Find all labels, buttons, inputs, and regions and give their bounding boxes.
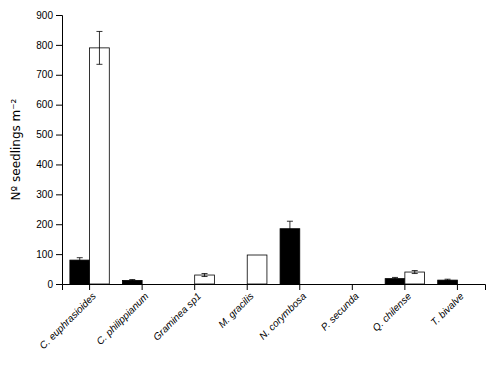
y-tick-label: 100	[36, 249, 53, 260]
error-bar-line	[77, 258, 83, 263]
x-tick-label: M. gracilis	[216, 290, 256, 330]
error-bar	[202, 274, 208, 277]
error-bar-line	[445, 279, 451, 281]
y-tick: 200	[36, 219, 62, 230]
y-tick-mark	[56, 224, 62, 225]
error-bar-line	[96, 31, 102, 64]
bar	[457, 284, 477, 285]
bar	[175, 284, 195, 285]
y-tick-label: 800	[36, 40, 53, 51]
x-tick-mark	[352, 284, 353, 290]
y-tick-mark	[56, 164, 62, 165]
x-tick: N. corymbosa	[257, 284, 309, 342]
bar	[90, 48, 110, 284]
series	[90, 31, 425, 284]
x-tick-label: Q. chilense	[370, 290, 413, 333]
y-tick-mark	[56, 284, 62, 285]
y-axis: 0 100 200 300 400 500 600 700 800 900	[36, 10, 62, 290]
x-tick: M. gracilis	[216, 284, 256, 330]
y-tick-mark	[56, 254, 62, 255]
bar	[438, 280, 458, 284]
y-tick-label: 700	[36, 69, 53, 80]
y-tick-label: 300	[36, 189, 53, 200]
y-tick: 400	[36, 159, 62, 170]
x-tick-mark	[299, 284, 300, 290]
error-bar-line	[287, 221, 293, 236]
plot: 0 100 200 300 400 500 600 700 800 900 C. euphrasio…	[36, 10, 485, 352]
bar	[352, 284, 372, 285]
bar	[333, 284, 353, 285]
error-bar	[77, 258, 83, 263]
marks	[70, 31, 458, 284]
y-tick-mark	[56, 194, 62, 195]
y-tick-mark	[56, 105, 62, 106]
x-tick-mark	[404, 284, 405, 290]
error-bar	[129, 280, 135, 282]
error-bar	[392, 277, 398, 279]
error-bar	[96, 31, 102, 64]
chart: 0 100 200 300 400 500 600 700 800 900 C. euphrasio…	[0, 0, 500, 379]
y-tick-mark	[56, 135, 62, 136]
x-axis: C. euphrasioidesC. philippianumGraminea …	[37, 284, 485, 351]
y-tick-label: 900	[36, 10, 53, 21]
y-tick: 300	[36, 189, 62, 200]
y-tick-label: 400	[36, 159, 53, 170]
bar	[300, 284, 320, 285]
x-tick-label: P. secunda	[319, 290, 362, 333]
y-tick: 0	[47, 279, 62, 290]
x-axis-line	[63, 285, 486, 291]
x-tick: C. philippianum	[94, 284, 151, 347]
error-bar	[445, 279, 451, 281]
y-tick-mark	[56, 15, 62, 16]
y-tick-mark	[56, 75, 62, 76]
bar	[228, 284, 248, 285]
x-tick-mark	[457, 284, 458, 290]
error-bar-line	[412, 271, 418, 274]
x-tick-mark	[247, 284, 248, 290]
x-tick: Q. chilense	[370, 284, 413, 334]
x-tick: T. bivalve	[429, 284, 467, 328]
error-bar-line	[129, 280, 135, 282]
y-tick-label: 0	[47, 279, 53, 290]
y-tick-label: 500	[36, 129, 53, 140]
x-tick-label: T. bivalve	[429, 290, 467, 328]
error-bar	[412, 271, 418, 274]
x-tick-mark	[194, 284, 195, 290]
x-tick: P. secunda	[319, 284, 362, 333]
error-bar	[287, 221, 293, 236]
y-axis-title: Nº seedlings m⁻²	[9, 98, 23, 200]
bar	[70, 260, 90, 284]
y-tick: 800	[36, 40, 62, 51]
bar	[280, 229, 300, 284]
x-tick-label: C. philippianum	[94, 290, 151, 347]
error-bar-line	[202, 274, 208, 277]
x-tick-label: Graminea sp1	[151, 290, 203, 342]
x-tick-mark	[89, 284, 90, 290]
bar	[122, 280, 142, 284]
x-tick: C. euphrasioides	[37, 284, 98, 351]
y-tick: 100	[36, 249, 62, 260]
y-tick: 500	[36, 129, 62, 140]
x-tick-label: C. euphrasioides	[37, 290, 98, 351]
x-tick-mark	[142, 284, 143, 290]
y-tick-mark	[56, 45, 62, 46]
y-tick-label: 200	[36, 219, 53, 230]
y-tick-label: 600	[36, 99, 53, 110]
y-tick: 900	[36, 10, 62, 21]
series	[70, 221, 458, 284]
bar	[142, 284, 162, 285]
x-tick: Graminea sp1	[151, 284, 203, 343]
y-tick: 600	[36, 99, 62, 110]
x-tick-label: N. corymbosa	[257, 290, 309, 342]
bar	[247, 255, 267, 284]
error-bar-line	[392, 277, 398, 279]
y-tick: 700	[36, 69, 62, 80]
y-axis-line	[56, 16, 63, 285]
